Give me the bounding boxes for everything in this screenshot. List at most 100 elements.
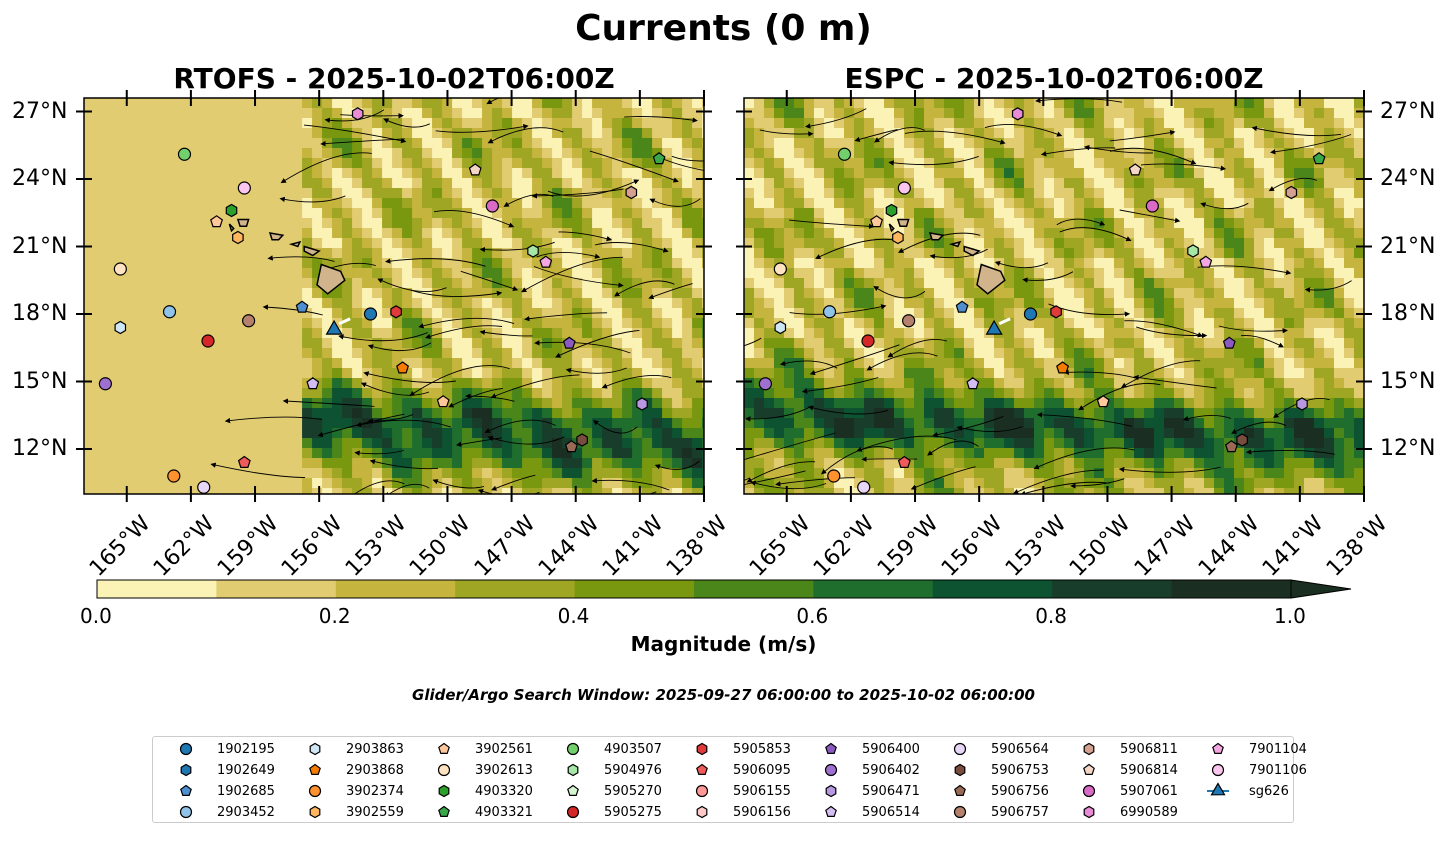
platform-marker-1902195 [1023,307,1038,321]
platform-marker-7901104 [1199,255,1213,268]
colorbar-label: Magnitude (m/s) [630,632,817,656]
legend-item-5907061: 5907061 [1076,782,1178,800]
legend-swatch [696,763,708,775]
legend-swatch [954,784,966,796]
lat-tick-label: 15°N [12,368,68,394]
platform-legend: 1902195 1902649 1902685 2903452 2903863 29038… [152,736,1307,823]
legend-swatch [309,805,321,819]
legend-swatch [180,763,192,777]
legend-item-5906400: 5906400 [818,740,920,758]
platform-marker-5906564 [197,480,211,494]
legend-marker-3902374 [308,784,322,798]
legend-item-5906757: 5906757 [947,803,1049,821]
legend-swatch [1207,782,1229,796]
legend-marker-5905270 [567,784,579,796]
legend-marker-6990589 [1083,805,1095,819]
colorbar-segment [813,580,934,598]
legend-marker-5906757 [953,805,967,819]
legend-swatch [825,805,837,817]
legend-label: 3902374 [346,783,404,799]
legend-label: 3902561 [475,741,533,757]
platform-marker-3902613 [773,262,787,276]
legend-label: 2903452 [217,804,275,820]
colorbar-tick-label: 0.6 [796,604,829,628]
lat-tick-label: 12°N [1380,436,1436,461]
legend-label: 5906753 [991,762,1049,778]
legend-item-5906155: 5906155 [689,782,791,800]
legend-marker-1902685 [180,784,192,796]
legend-item-1902685: 1902685 [173,782,275,800]
platform-marker-5906753 [576,433,588,447]
platform-marker-7901106 [237,181,251,195]
platform-marker-3902561 [436,395,450,408]
platform-marker-5905853 [390,305,402,319]
legend-swatch [825,784,837,798]
legend-item-1902649: 1902649 [173,761,275,779]
legend-swatch [695,784,709,798]
legend-swatch [1083,742,1095,756]
legend-marker-2903863 [309,742,321,756]
legend-item-4903321: 4903321 [431,803,533,821]
legend-label: 7901104 [1249,741,1307,757]
legend-label: 1902195 [217,741,275,757]
platform-marker-5906811 [1285,185,1298,200]
legend-swatch [953,805,967,819]
legend-item-5905853: 5905853 [689,740,791,758]
lat-tick-label: 27°N [12,98,68,124]
colorbar [96,579,1352,599]
platform-marker-5906756 [1224,440,1238,453]
legend-label: 4903321 [475,804,533,820]
legend-item-3902374: 3902374 [302,782,404,800]
search-window-caption: Glider/Argo Search Window: 2025-09-27 06… [412,686,1035,704]
platform-marker-3902374 [167,469,181,483]
legend-swatch [567,763,579,777]
legend-label: 5906400 [862,741,920,757]
platform-marker-sg626 [325,319,343,335]
legend-label: 4903320 [475,783,533,799]
legend-marker-5906471 [825,784,837,798]
platform-marker-sg626 [985,319,1003,335]
legend-swatch [824,763,838,777]
legend-item-5905270: 5905270 [560,782,662,800]
platform-marker-5906756 [564,440,578,453]
platform-marker-7901106 [897,181,911,195]
platform-marker-6990589 [351,107,364,121]
legend-marker-5906564 [953,742,967,756]
legend-label: 5906814 [1120,762,1178,778]
legend-item-2903863: 2903863 [302,740,404,758]
legend-swatch [566,742,580,756]
platform-marker-5905275 [201,334,215,348]
legend-marker-3902561 [438,742,450,754]
colorbar-segment [932,580,1053,598]
platform-marker-5906514 [966,377,980,390]
lat-tick-label: 12°N [12,436,68,461]
platform-marker-5906400 [1222,336,1236,349]
platform-marker-1902195 [363,307,378,321]
platform-marker-5905853 [1050,305,1062,319]
platform-marker-5904976 [1187,244,1199,258]
colorbar-tick-label: 0.0 [80,604,112,628]
legend-marker-1902649 [180,763,192,777]
platform-marker-3902613 [113,262,127,276]
platform-marker-3902561 [210,215,224,228]
legend-item-5905275: 5905275 [560,803,662,821]
legend-marker-4903320 [438,784,450,798]
legend-swatch [179,805,193,819]
map-panels [76,90,1372,502]
legend-swatch [1212,742,1224,754]
legend-marker-5906402 [824,763,838,777]
legend-label: 3902613 [475,762,533,778]
legend-marker-sg626 [1210,782,1226,796]
legend-label: 5906095 [733,762,791,778]
platform-marker-3902561 [1096,395,1110,408]
colorbar-segment [694,580,814,598]
legend-item-5906471: 5906471 [818,782,920,800]
platform-marker-5906757 [902,314,916,328]
legend-label: 5906514 [862,804,920,820]
legend-marker-5906514 [825,805,837,817]
legend-item-5906811: 5906811 [1076,740,1178,758]
legend-item-3902561: 3902561 [431,740,533,758]
colorbar-segment [97,580,217,598]
legend-swatch [954,763,966,777]
legend-item-sg626: sg626 [1205,782,1289,800]
